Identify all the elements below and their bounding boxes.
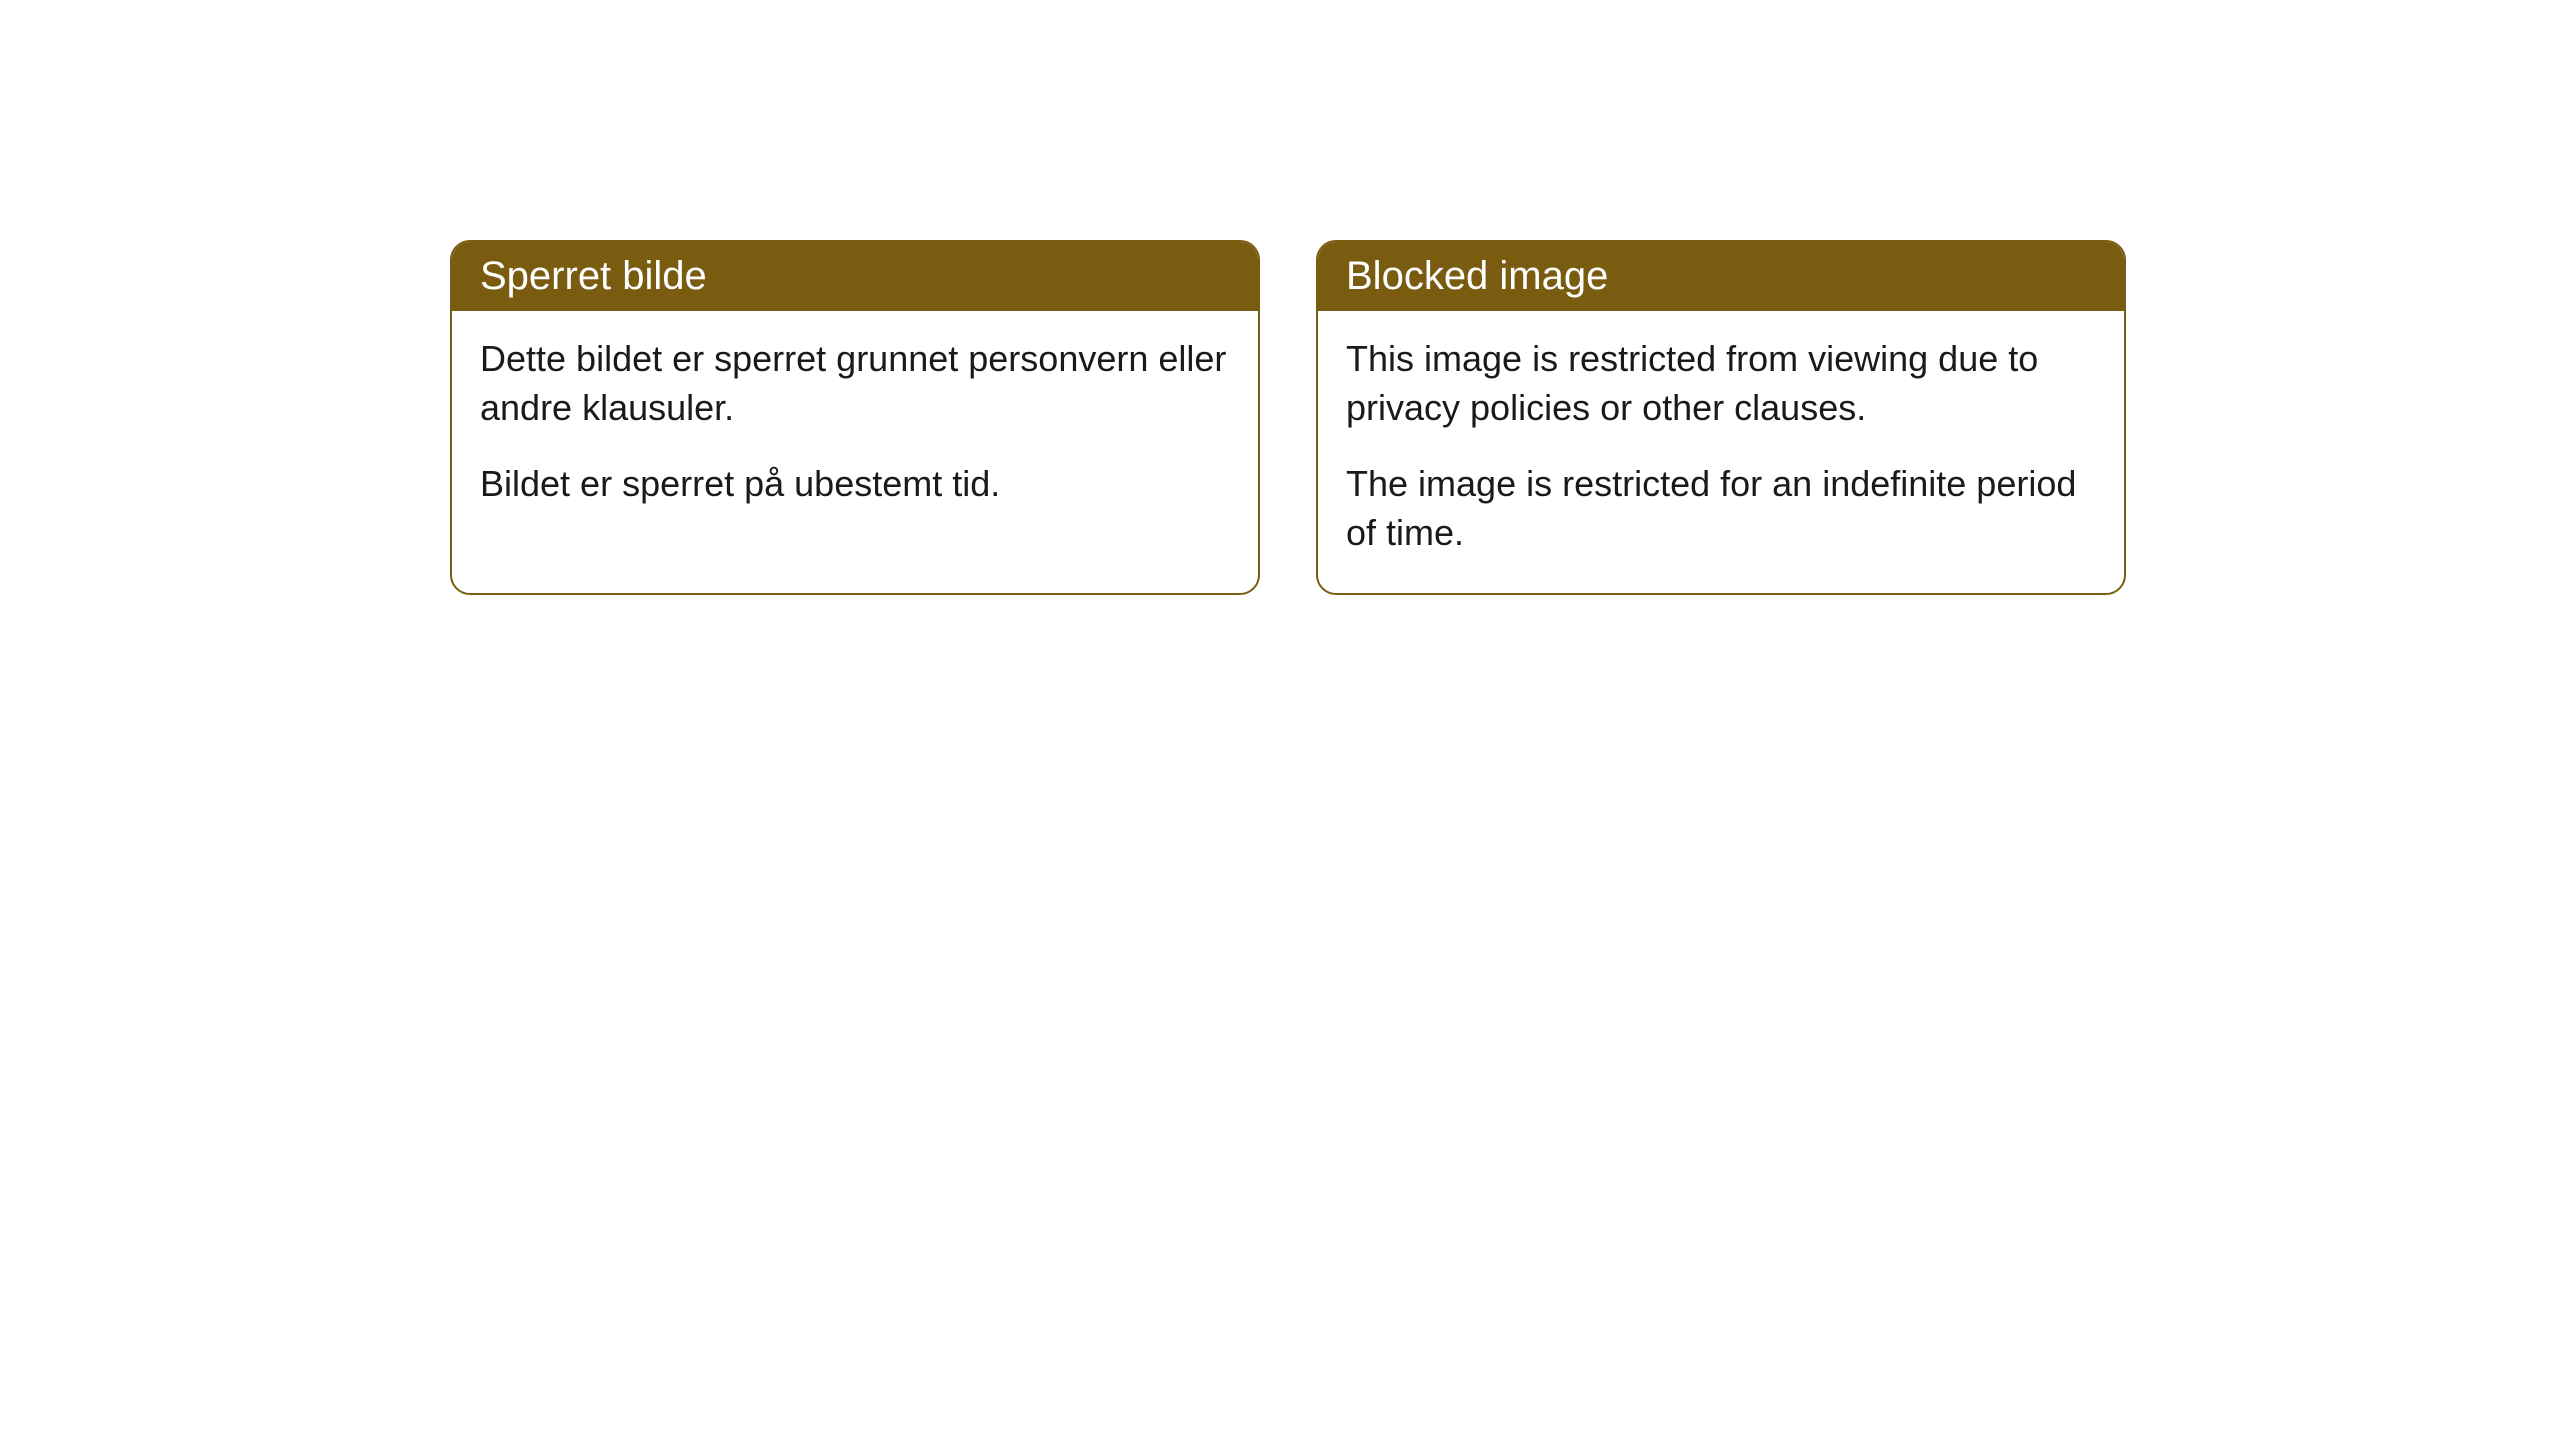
card-title: Blocked image bbox=[1318, 242, 2124, 311]
card-title: Sperret bilde bbox=[452, 242, 1258, 311]
card-body: This image is restricted from viewing du… bbox=[1318, 311, 2124, 593]
card-detail-text: Dette bildet er sperret grunnet personve… bbox=[480, 335, 1230, 432]
card-duration-text: The image is restricted for an indefinit… bbox=[1346, 460, 2096, 557]
blocked-image-card-norwegian: Sperret bilde Dette bildet er sperret gr… bbox=[450, 240, 1260, 595]
blocked-image-card-english: Blocked image This image is restricted f… bbox=[1316, 240, 2126, 595]
card-duration-text: Bildet er sperret på ubestemt tid. bbox=[480, 460, 1230, 509]
card-detail-text: This image is restricted from viewing du… bbox=[1346, 335, 2096, 432]
card-body: Dette bildet er sperret grunnet personve… bbox=[452, 311, 1258, 545]
blocked-image-cards: Sperret bilde Dette bildet er sperret gr… bbox=[450, 240, 2126, 595]
